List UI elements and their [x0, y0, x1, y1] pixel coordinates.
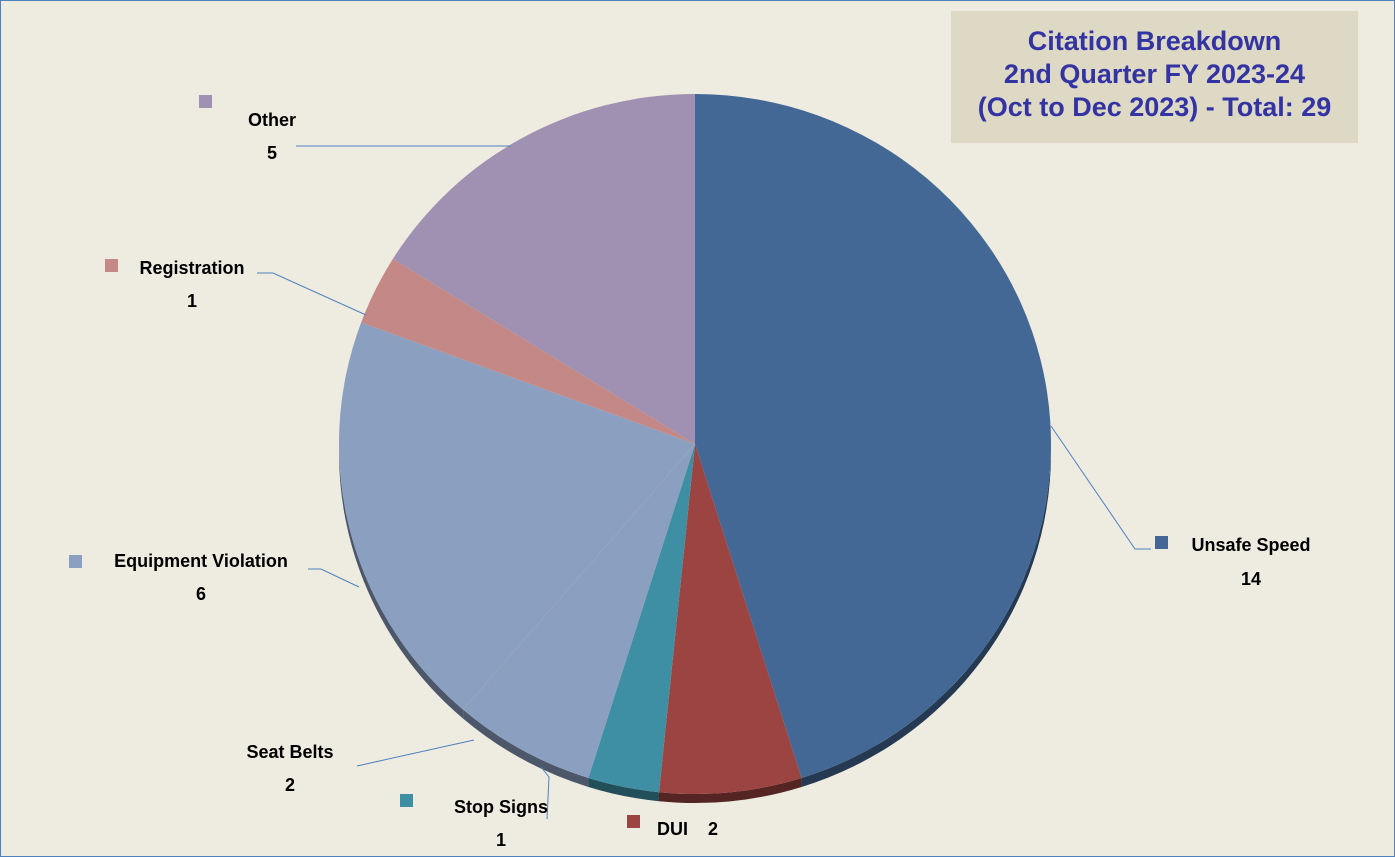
- label-stop-signs-name: Stop Signs: [454, 797, 548, 817]
- slice-seat-belts: [463, 444, 695, 778]
- slice-edge-stop-signs: [588, 777, 659, 802]
- chart-title-line-1: Citation Breakdown: [1027, 26, 1282, 56]
- legend-marker-other: [199, 95, 212, 108]
- slice-edge-seat-belts: [463, 709, 589, 787]
- legend-marker-registration: [105, 259, 118, 272]
- leader-line-4: [257, 272, 367, 316]
- label-unsafe-speed-value: 14: [1241, 569, 1261, 589]
- label-stop-signs-value: 1: [496, 830, 506, 850]
- data-labels: Unsafe Speed 14 DUI 2 Stop Signs 1 Seat …: [114, 110, 1310, 850]
- label-other-name: Other: [248, 110, 296, 130]
- label-dui: DUI: [657, 819, 688, 839]
- leader-lines: [257, 145, 1151, 820]
- leader-line-1: [356, 739, 475, 767]
- label-dui-value: 2: [708, 819, 718, 839]
- label-registration-value: 1: [187, 291, 197, 311]
- legend-marker-equipment-violation: [69, 555, 82, 568]
- slice-other: [392, 94, 695, 444]
- label-registration-name: Registration: [139, 258, 244, 278]
- chart-title-box: Citation Breakdown 2nd Quarter FY 2023-2…: [951, 11, 1358, 143]
- slice-equipment-violation: [339, 322, 695, 710]
- slice-dui: [658, 444, 802, 795]
- chart-title-line-3: (Oct to Dec 2023) - Total: 29: [977, 92, 1332, 122]
- leader-line-2: [540, 766, 550, 820]
- leader-line-0: [1050, 425, 1151, 550]
- label-equipment-violation-name: Equipment Violation: [114, 551, 288, 571]
- slice-stop-signs: [588, 444, 695, 793]
- slice-edge-equipment-violation: [339, 444, 464, 719]
- slice-edge-dui: [658, 777, 802, 804]
- leader-line-3: [308, 568, 360, 588]
- label-seat-belts-value: 2: [285, 775, 295, 795]
- slice-registration: [361, 258, 695, 444]
- slice-unsafe-speed: [695, 94, 1051, 778]
- slice-edge-unsafe-speed: [801, 444, 1051, 787]
- legend-markers: [69, 95, 1168, 828]
- chart-title-line-2: 2nd Quarter FY 2023-24: [1003, 59, 1306, 89]
- label-seat-belts-name: Seat Belts: [246, 742, 333, 762]
- label-other-value: 5: [267, 143, 277, 163]
- legend-marker-stop-signs: [400, 794, 413, 807]
- label-unsafe-speed-name: Unsafe Speed: [1191, 535, 1310, 555]
- legend-marker-unsafe-speed: [1155, 536, 1168, 549]
- pie-slices: [339, 94, 1051, 804]
- legend-marker-dui: [627, 815, 640, 828]
- label-equipment-violation-value: 6: [196, 584, 206, 604]
